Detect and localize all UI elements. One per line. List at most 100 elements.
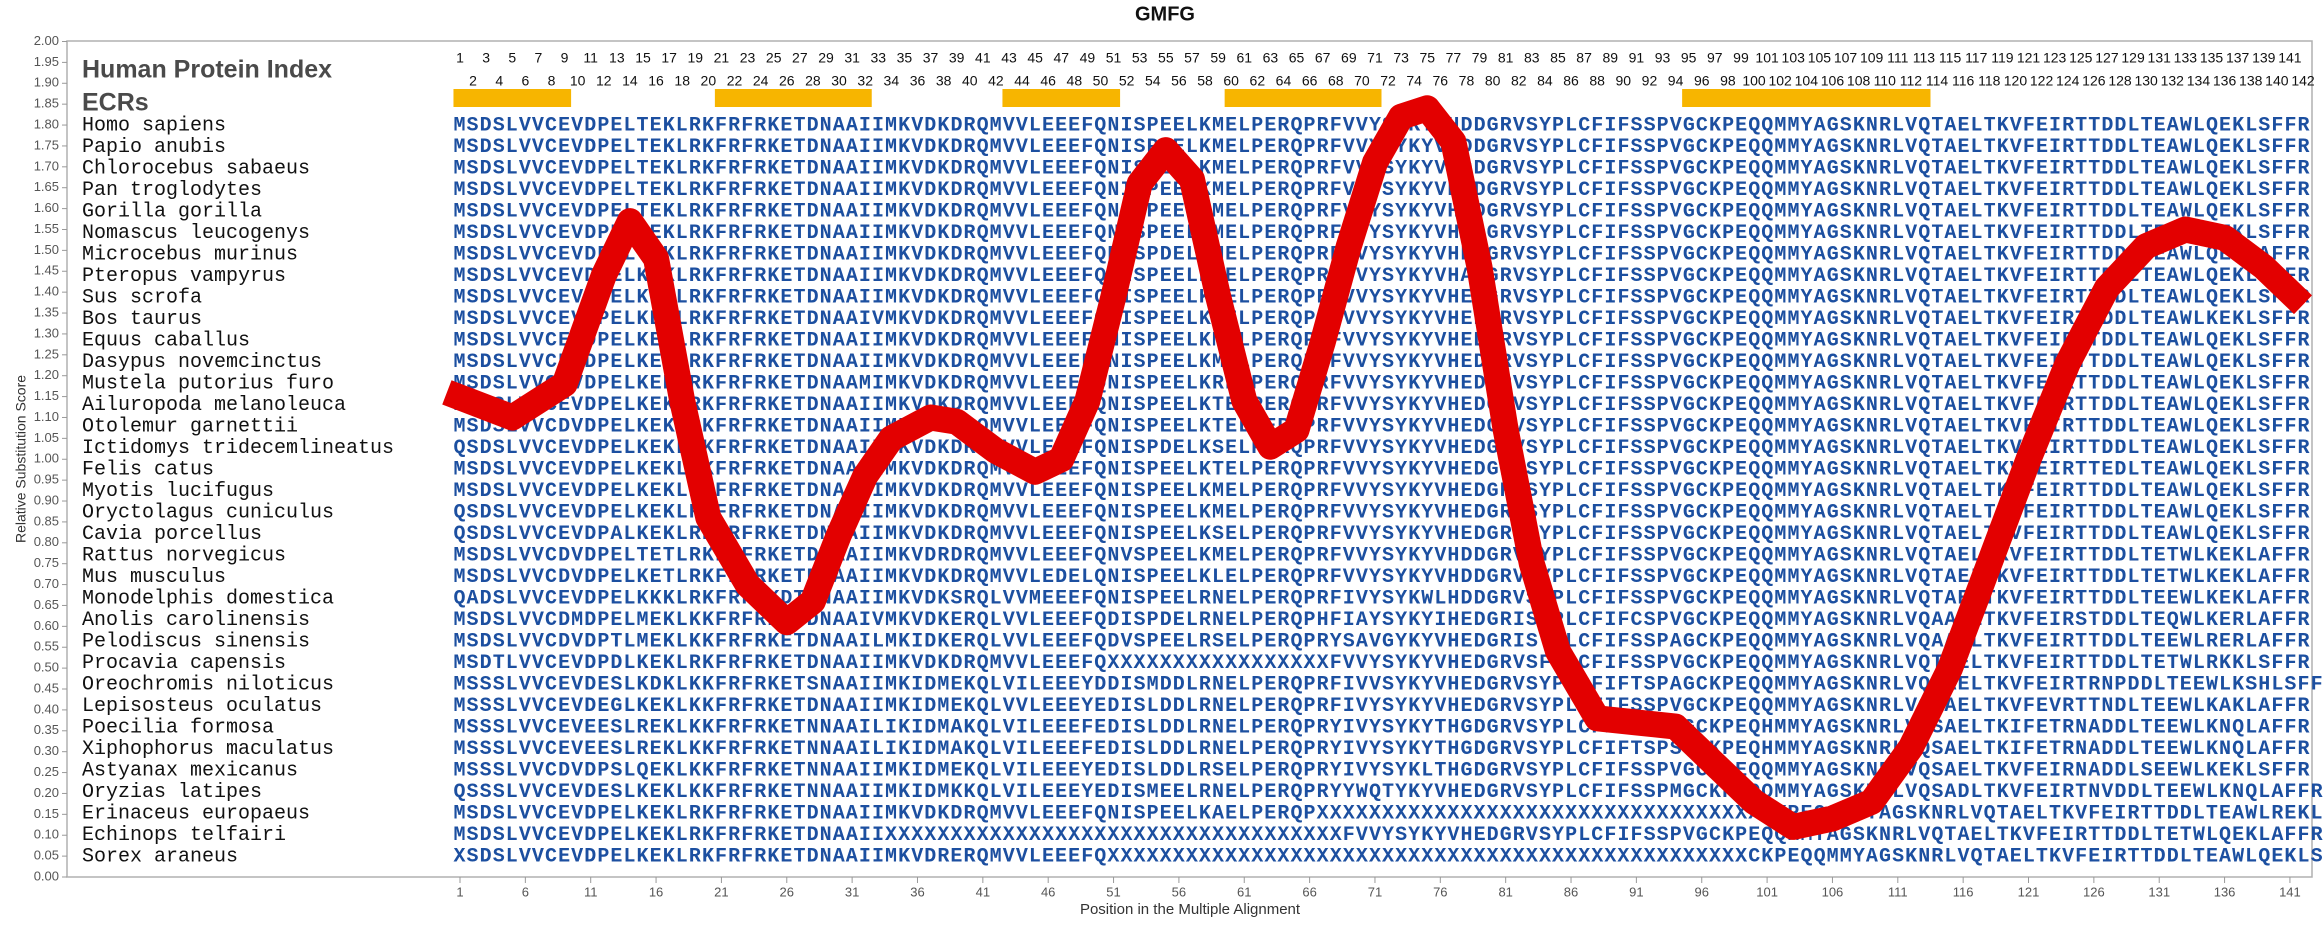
x-tick-label: 21: [714, 884, 728, 899]
sequence: QSDSLVVCEVDPELKEKLRKFRFRKETDNAAIIMKVDKDR…: [453, 501, 2309, 524]
position-number: 28: [805, 73, 821, 89]
position-number: 103: [1782, 50, 1806, 66]
position-number: 34: [884, 73, 900, 89]
sequence: MSSSLVVCEVDEGLKEKLKKFRFRKETDNAAIIMKIDMEK…: [453, 695, 2309, 718]
position-number: 118: [1978, 73, 2001, 89]
y-tick-label: 1.05: [34, 430, 59, 445]
position-number: 90: [1616, 73, 1632, 89]
position-number: 102: [1768, 73, 1792, 89]
x-tick-label: 66: [1302, 884, 1316, 899]
sequence: MSDSLVVCEVDPELKEKLRKFRFRKETDNAAIIXXXXXXX…: [453, 824, 2322, 847]
position-number: 91: [1629, 50, 1645, 66]
position-number: 16: [648, 73, 664, 89]
position-number: 94: [1668, 73, 1684, 89]
species-name: Lepisosteus oculatus: [82, 695, 322, 718]
x-tick-label: 56: [1172, 884, 1186, 899]
position-number: 80: [1485, 73, 1501, 89]
position-number: 87: [1576, 50, 1592, 66]
position-number: 7: [535, 50, 543, 66]
position-number: 77: [1446, 50, 1462, 66]
position-number: 112: [1900, 73, 1923, 89]
y-tick-label: 0.85: [34, 513, 59, 528]
position-number: 101: [1755, 50, 1779, 66]
species-name: Dasypus novemcinctus: [82, 351, 322, 374]
position-number: 2: [469, 73, 477, 89]
position-number: 78: [1459, 73, 1475, 89]
position-number: 106: [1821, 73, 1845, 89]
position-number: 139: [2252, 50, 2276, 66]
position-number: 114: [1926, 73, 1949, 89]
position-number: 79: [1472, 50, 1488, 66]
position-number: 125: [2069, 50, 2093, 66]
position-number: 86: [1563, 73, 1579, 89]
species-name: Poecilia formosa: [82, 716, 274, 739]
position-number: 119: [1991, 50, 2014, 66]
position-number: 20: [701, 73, 717, 89]
y-tick-label: 1.10: [34, 409, 59, 424]
sequence: MSDSLVVCEVDPELKEKLRKFRFRKETDNAAIIMKVDKDR…: [453, 329, 2309, 352]
position-number: 127: [2095, 50, 2119, 66]
species-name: Ictidomys tridecemlineatus: [82, 437, 394, 460]
sequence: MSDSLVVCEVDPELKEKLRKFRFRKETDNAAMIMKVDKDR…: [453, 372, 2309, 395]
x-tick-label: 96: [1695, 884, 1709, 899]
y-tick-label: 1.20: [34, 367, 59, 382]
position-number: 98: [1720, 73, 1736, 89]
position-number: 3: [482, 50, 490, 66]
position-number: 93: [1655, 50, 1671, 66]
species-name: Xiphophorus maculatus: [82, 738, 334, 761]
position-number: 107: [1834, 50, 1858, 66]
y-tick-label: 0.75: [34, 555, 59, 570]
position-number: 128: [2108, 73, 2132, 89]
position-number: 13: [609, 50, 625, 66]
position-number: 58: [1197, 73, 1213, 89]
position-number: 49: [1080, 50, 1096, 66]
x-tick-label: 61: [1237, 884, 1251, 899]
x-tick-label: 81: [1498, 884, 1512, 899]
position-number: 64: [1276, 73, 1292, 89]
position-number: 67: [1315, 50, 1331, 66]
position-number: 117: [1965, 50, 1988, 66]
position-number: 65: [1289, 50, 1305, 66]
species-name: Otolemur garnettii: [82, 415, 298, 438]
species-name: Procavia capensis: [82, 652, 286, 675]
y-tick-label: 0.30: [34, 743, 59, 758]
position-number: 71: [1367, 50, 1383, 66]
species-name: Astyanax mexicanus: [82, 759, 298, 782]
species-name: Equus caballus: [82, 329, 250, 352]
x-tick-label: 31: [845, 884, 859, 899]
position-number: 26: [779, 73, 795, 89]
position-number: 92: [1642, 73, 1658, 89]
ecr-bar: [714, 89, 872, 107]
species-name: Cavia porcellus: [82, 523, 262, 546]
position-number: 84: [1537, 73, 1553, 89]
position-number: 123: [2043, 50, 2067, 66]
position-number: 111: [1887, 50, 1908, 66]
x-tick-label: 36: [910, 884, 924, 899]
position-number: 85: [1550, 50, 1566, 66]
sequence: QSSSLVVCEVDESLKEKLKKFRFRKETNNAAIIMKIDMKK…: [453, 781, 2322, 804]
y-tick-label: 0.25: [34, 764, 59, 779]
y-tick-label: 0.95: [34, 472, 59, 487]
position-number: 124: [2056, 73, 2080, 89]
position-number: 96: [1694, 73, 1710, 89]
ecr-bar: [453, 89, 572, 107]
y-tick-label: 1.60: [34, 200, 59, 215]
position-number: 21: [714, 50, 730, 66]
x-tick-label: 6: [522, 884, 529, 899]
x-tick-label: 126: [2083, 884, 2105, 899]
y-axis-label: Relative Substitution Score: [13, 375, 29, 543]
sequence: XSDSLVVCEVDPELKEKLRKFRFRKETDNAAIIMKVDRER…: [453, 845, 2323, 868]
ecr-bar: [1682, 89, 1931, 107]
position-number: 60: [1223, 73, 1239, 89]
species-name: Monodelphis domestica: [82, 587, 334, 610]
header-label: Human Protein Index: [82, 56, 332, 84]
y-tick-label: 1.85: [34, 96, 59, 111]
position-number: 14: [622, 73, 638, 89]
x-tick-label: 51: [1106, 884, 1120, 899]
species-name: Gorilla gorilla: [82, 200, 262, 223]
position-number: 25: [766, 50, 782, 66]
y-tick-label: 0.50: [34, 660, 59, 675]
position-number: 36: [910, 73, 926, 89]
y-tick-label: 1.25: [34, 346, 59, 361]
